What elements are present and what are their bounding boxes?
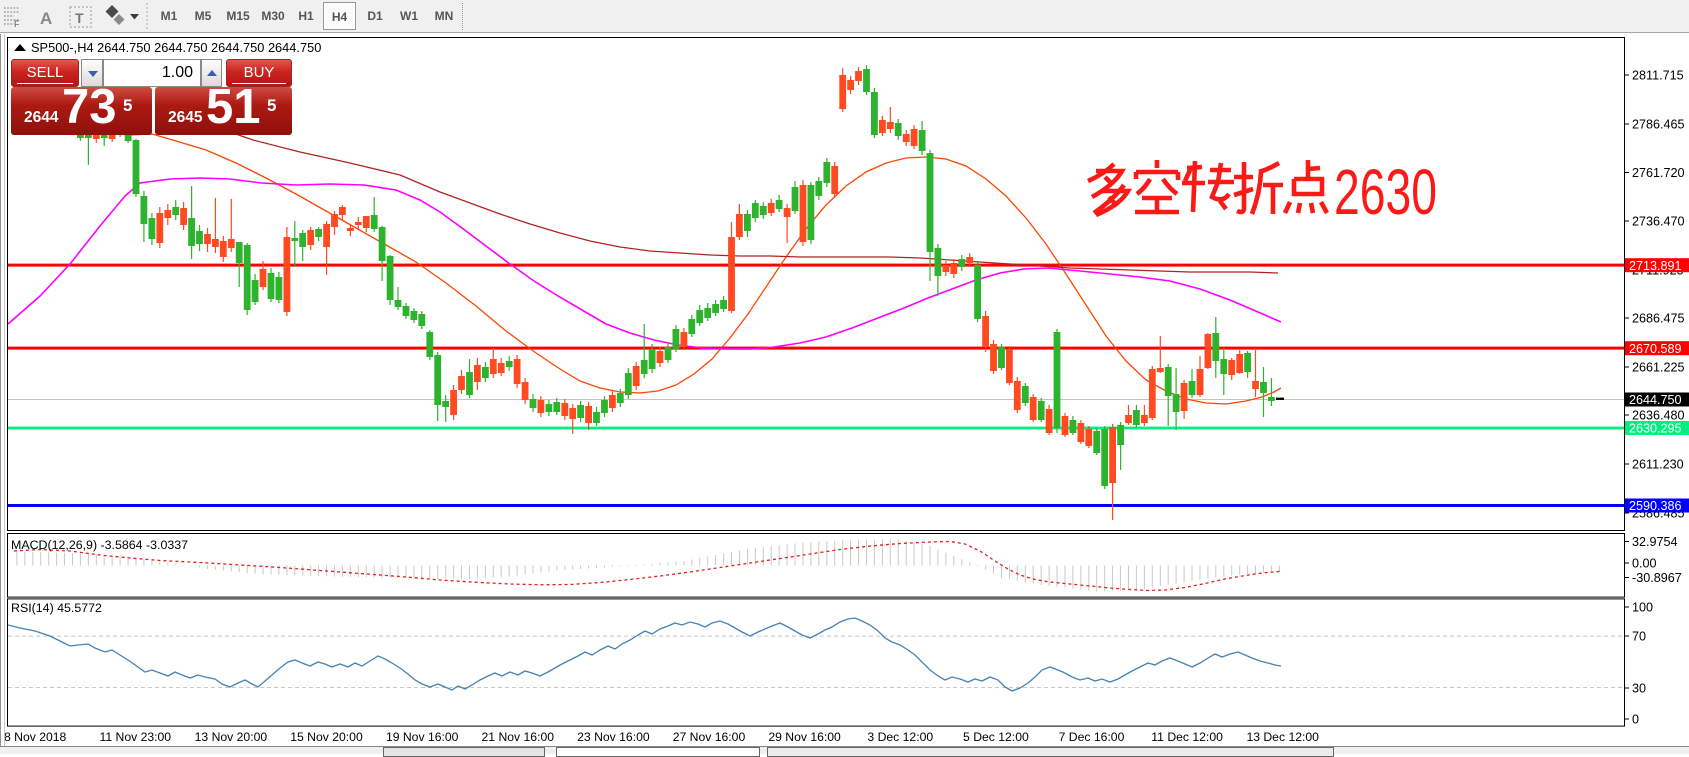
svg-text:RSI(14) 45.5772: RSI(14) 45.5772 [11, 601, 102, 615]
svg-text:2611.230: 2611.230 [1632, 457, 1684, 471]
svg-text:13 Dec 12:00: 13 Dec 12:00 [1246, 730, 1319, 744]
svg-text:5 Dec 12:00: 5 Dec 12:00 [963, 730, 1029, 744]
svg-text:70: 70 [1632, 629, 1646, 643]
svg-text:T: T [75, 10, 84, 26]
svg-text:2644.750: 2644.750 [1629, 393, 1682, 407]
svg-text:2670.589: 2670.589 [1629, 342, 1682, 356]
svg-text:7 Dec 16:00: 7 Dec 16:00 [1059, 730, 1125, 744]
svg-text:0: 0 [1632, 712, 1639, 726]
svg-text:2630.295: 2630.295 [1629, 422, 1682, 436]
svg-text:8 Nov 2018: 8 Nov 2018 [4, 730, 67, 744]
svg-text:2590.386: 2590.386 [1629, 499, 1682, 513]
svg-text:MACD(12,26,9) -3.5864 -3.0337: MACD(12,26,9) -3.5864 -3.0337 [11, 538, 188, 552]
svg-text:100: 100 [1632, 600, 1653, 614]
svg-text:SP500-,H4 2644.750 2644.750 2: SP500-,H4 2644.750 2644.750 2644.750 264… [31, 40, 321, 55]
svg-text:A: A [40, 9, 52, 28]
svg-text:29 Nov 16:00: 29 Nov 16:00 [768, 730, 841, 744]
svg-text:0.00: 0.00 [1632, 556, 1657, 570]
svg-text:11 Nov 23:00: 11 Nov 23:00 [99, 730, 171, 744]
svg-text:2761.720: 2761.720 [1632, 166, 1685, 180]
svg-text:2811.715: 2811.715 [1632, 68, 1684, 82]
svg-text:11 Dec 12:00: 11 Dec 12:00 [1151, 730, 1223, 744]
svg-text:2636.480: 2636.480 [1632, 408, 1685, 422]
svg-text:2661.225: 2661.225 [1632, 360, 1685, 374]
svg-text:27 Nov 16:00: 27 Nov 16:00 [673, 730, 746, 744]
svg-text:-30.8967: -30.8967 [1632, 571, 1682, 585]
svg-text:F: F [14, 19, 20, 29]
svg-text:2713.891: 2713.891 [1629, 259, 1682, 273]
svg-text:13 Nov 20:00: 13 Nov 20:00 [195, 730, 268, 744]
svg-text:2630: 2630 [1334, 156, 1437, 228]
svg-text:19 Nov 16:00: 19 Nov 16:00 [386, 730, 459, 744]
svg-text:32.9754: 32.9754 [1632, 535, 1678, 549]
svg-text:3 Dec 12:00: 3 Dec 12:00 [867, 730, 933, 744]
svg-text:15 Nov 20:00: 15 Nov 20:00 [290, 730, 363, 744]
svg-text:30: 30 [1632, 681, 1646, 695]
svg-text:2686.475: 2686.475 [1632, 311, 1685, 325]
svg-text:2736.470: 2736.470 [1632, 214, 1685, 228]
svg-text:2786.465: 2786.465 [1632, 117, 1685, 131]
svg-text:21 Nov 16:00: 21 Nov 16:00 [482, 730, 555, 744]
svg-text:23 Nov 16:00: 23 Nov 16:00 [577, 730, 650, 744]
